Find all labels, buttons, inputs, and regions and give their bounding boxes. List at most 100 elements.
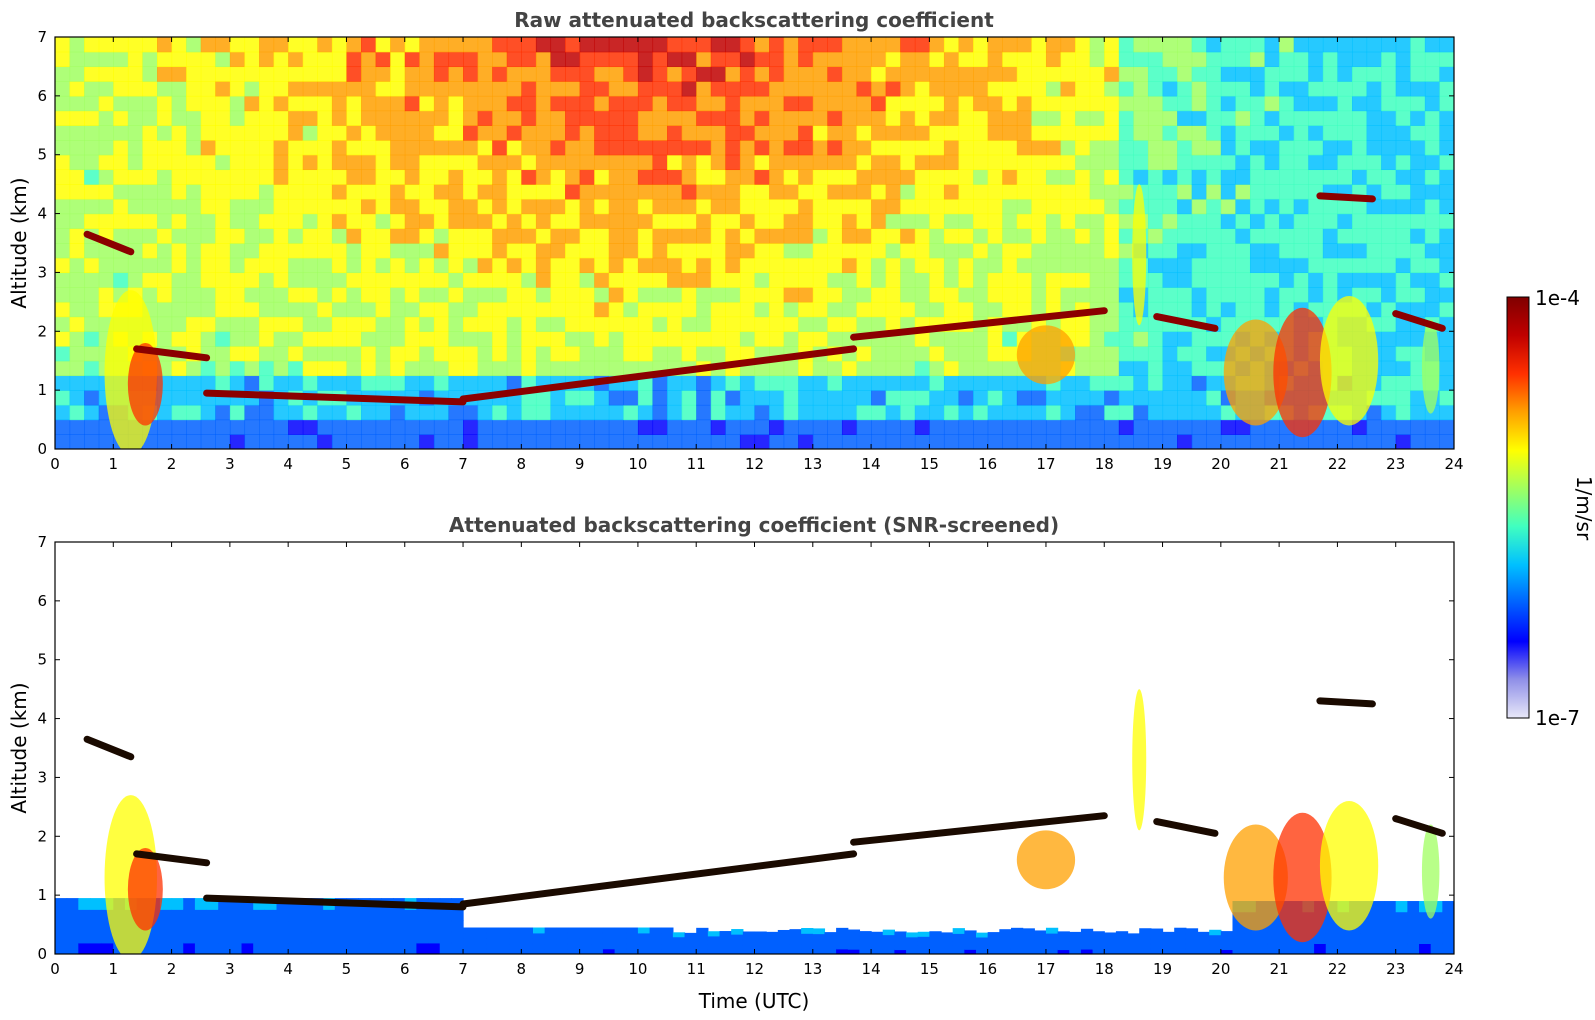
x-tick-label: 12 bbox=[745, 960, 764, 978]
cloud-layer bbox=[459, 850, 858, 908]
x-tick-label: 2 bbox=[167, 455, 177, 473]
y-axis-label: Altitude (km) bbox=[7, 682, 31, 813]
x-tick-label: 15 bbox=[920, 455, 939, 473]
x-tick-label: 9 bbox=[575, 455, 585, 473]
x-tick-label: 22 bbox=[1328, 455, 1347, 473]
x-tick-label: 9 bbox=[575, 960, 585, 978]
y-tick-label: 5 bbox=[37, 146, 47, 164]
x-tick-label: 17 bbox=[1036, 455, 1055, 473]
x-axis: 0 1 2 3 4 5 6 7 8 9 10 11 12 13 14 15 16 17 18 19 20 21 22 23 24 bbox=[50, 542, 1464, 978]
x-tick-label: 5 bbox=[342, 455, 352, 473]
x-tick-label: 6 bbox=[400, 960, 410, 978]
cloud-layer bbox=[1153, 818, 1219, 837]
x-tick-label: 3 bbox=[225, 960, 235, 978]
x-tick-label: 10 bbox=[628, 455, 647, 473]
panel-raw: Raw attenuated backscattering coefficien… bbox=[7, 8, 1464, 473]
cloud-layer bbox=[133, 850, 211, 867]
y-tick-label: 4 bbox=[37, 710, 47, 728]
panel-title: Raw attenuated backscattering coefficien… bbox=[514, 8, 994, 32]
cloud-layer bbox=[1392, 815, 1446, 837]
cloud-layer bbox=[203, 894, 467, 911]
x-tick-label: 10 bbox=[628, 960, 647, 978]
y-tick-label: 6 bbox=[37, 592, 47, 610]
cloud-layer bbox=[83, 230, 135, 256]
x-tick-label: 21 bbox=[1270, 960, 1289, 978]
x-tick-label: 4 bbox=[283, 960, 293, 978]
x-tick-label: 23 bbox=[1386, 960, 1405, 978]
cloud-layer bbox=[850, 307, 1108, 341]
x-tick-label: 18 bbox=[1095, 455, 1114, 473]
x-tick-label: 6 bbox=[400, 455, 410, 473]
x-tick-label: 19 bbox=[1153, 960, 1172, 978]
x-tick-label: 13 bbox=[803, 455, 822, 473]
y-tick-label: 1 bbox=[37, 381, 47, 399]
cloud-layer bbox=[1316, 192, 1376, 203]
cloud-layer bbox=[1316, 697, 1376, 708]
y-axis: 0 1 2 3 4 5 6 7 bbox=[37, 28, 1454, 458]
y-axis-label: Altitude (km) bbox=[7, 177, 31, 308]
x-tick-label: 15 bbox=[920, 960, 939, 978]
x-tick-label: 0 bbox=[50, 960, 60, 978]
colorbar-gradient bbox=[1506, 296, 1530, 719]
x-tick-label: 2 bbox=[167, 960, 177, 978]
colorbar: 1e-4 1e-7 1/m/sr bbox=[1506, 286, 1595, 730]
y-tick-label: 0 bbox=[37, 945, 47, 963]
cloud-layer bbox=[459, 345, 858, 403]
panel-screened: Attenuated backscattering coefficient (S… bbox=[7, 513, 1464, 1013]
y-tick-label: 2 bbox=[37, 322, 47, 340]
x-tick-label: 20 bbox=[1211, 960, 1230, 978]
x-tick-label: 4 bbox=[283, 455, 293, 473]
x-tick-label: 16 bbox=[978, 455, 997, 473]
y-tick-label: 3 bbox=[37, 263, 47, 281]
x-tick-label: 17 bbox=[1036, 960, 1055, 978]
heatmap-raw bbox=[55, 37, 1454, 449]
x-tick-label: 13 bbox=[803, 960, 822, 978]
x-tick-label: 22 bbox=[1328, 960, 1347, 978]
x-tick-label: 1 bbox=[109, 455, 119, 473]
cloud-layer bbox=[133, 345, 211, 362]
x-tick-label: 11 bbox=[687, 960, 706, 978]
y-axis: 0 1 2 3 4 5 6 7 bbox=[37, 533, 1454, 963]
y-tick-label: 7 bbox=[37, 533, 47, 551]
y-tick-label: 6 bbox=[37, 87, 47, 105]
y-tick-label: 7 bbox=[37, 28, 47, 46]
colorbar-min-label: 1e-7 bbox=[1535, 706, 1580, 730]
x-tick-label: 23 bbox=[1386, 455, 1405, 473]
heatmap-screened bbox=[55, 689, 1454, 954]
x-tick-label: 8 bbox=[517, 455, 527, 473]
x-tick-label: 21 bbox=[1270, 455, 1289, 473]
x-tick-label: 24 bbox=[1444, 960, 1463, 978]
x-tick-label: 1 bbox=[109, 960, 119, 978]
x-axis: 0 1 2 3 4 5 6 7 8 9 10 11 12 13 14 15 16 17 18 19 20 21 22 23 24 bbox=[50, 37, 1464, 473]
x-tick-label: 7 bbox=[458, 960, 468, 978]
cloud-layer bbox=[850, 812, 1108, 846]
y-tick-label: 3 bbox=[37, 768, 47, 786]
cloud-layer bbox=[1153, 313, 1219, 332]
cloud-layer bbox=[1392, 310, 1446, 332]
y-tick-label: 0 bbox=[37, 440, 47, 458]
panel-title: Attenuated backscattering coefficient (S… bbox=[449, 513, 1059, 537]
y-tick-label: 1 bbox=[37, 886, 47, 904]
colorbar-max-label: 1e-4 bbox=[1535, 286, 1580, 310]
x-tick-label: 20 bbox=[1211, 455, 1230, 473]
x-tick-label: 0 bbox=[50, 455, 60, 473]
x-tick-label: 8 bbox=[517, 960, 527, 978]
x-tick-label: 3 bbox=[225, 455, 235, 473]
x-tick-label: 14 bbox=[862, 960, 881, 978]
cloud-layer bbox=[83, 735, 135, 761]
x-tick-label: 11 bbox=[687, 455, 706, 473]
x-tick-label: 16 bbox=[978, 960, 997, 978]
x-tick-label: 19 bbox=[1153, 455, 1172, 473]
y-tick-label: 2 bbox=[37, 827, 47, 845]
x-tick-label: 24 bbox=[1444, 455, 1463, 473]
x-tick-label: 18 bbox=[1095, 960, 1114, 978]
x-axis-label: Time (UTC) bbox=[698, 989, 810, 1013]
cloud-layer bbox=[203, 389, 467, 406]
colorbar-label: 1/m/sr bbox=[1572, 476, 1595, 541]
y-tick-label: 4 bbox=[37, 205, 47, 223]
x-tick-label: 14 bbox=[862, 455, 881, 473]
x-tick-label: 5 bbox=[342, 960, 352, 978]
x-tick-label: 12 bbox=[745, 455, 764, 473]
x-tick-label: 7 bbox=[458, 455, 468, 473]
